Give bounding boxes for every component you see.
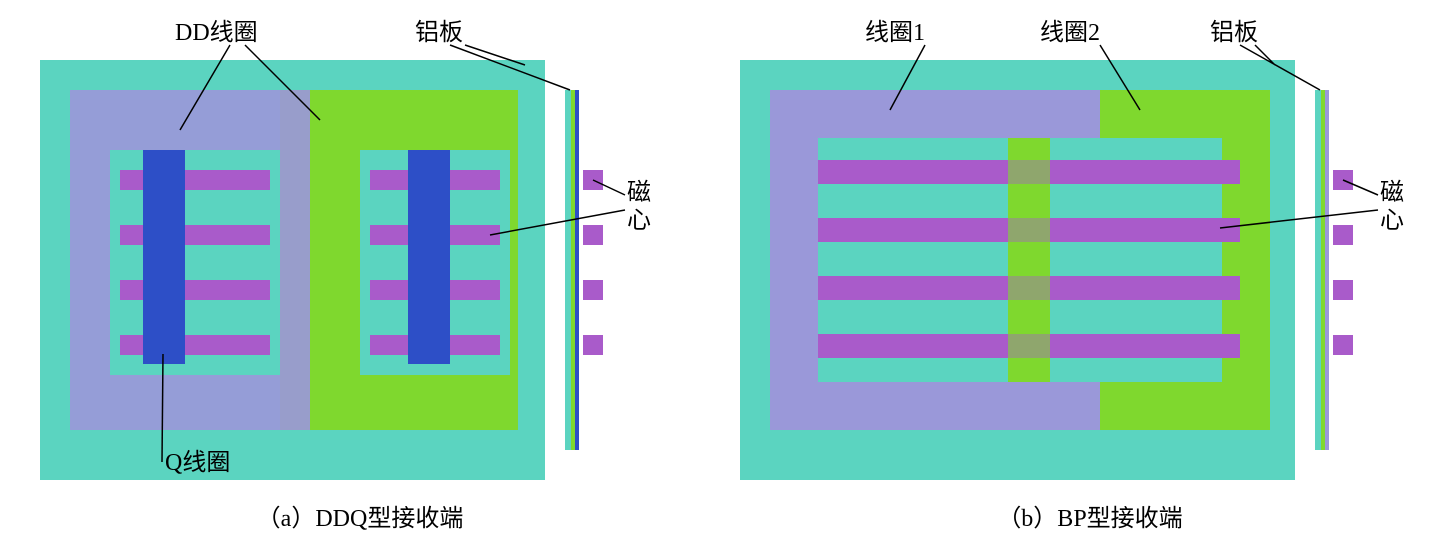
- svg-text:心: 心: [627, 208, 651, 234]
- svg-text:磁: 磁: [627, 179, 651, 206]
- panel-a: DD线圈 铝板磁心 Q线圈 （a）DDQ型接收端: [10, 10, 710, 533]
- svg-text:磁: 磁: [1380, 179, 1404, 206]
- panel-a-svg: DD线圈 铝板磁心 Q线圈: [10, 10, 710, 490]
- svg-text:铝板: 铝板: [1210, 19, 1258, 46]
- svg-text:铝板: 铝板: [415, 19, 463, 46]
- svg-text:DD线圈: DD线圈: [175, 19, 258, 46]
- svg-text:心: 心: [1380, 208, 1404, 234]
- caption-a: （a）DDQ型接收端: [10, 498, 710, 533]
- svg-text:Q线圈: Q线圈: [165, 449, 230, 476]
- svg-text:线圈2: 线圈2: [1040, 19, 1100, 46]
- svg-text:线圈1: 线圈1: [865, 19, 925, 46]
- panel-b-svg: 线圈1 线圈2 铝板磁心: [730, 10, 1434, 490]
- caption-b: （b）BP型接收端: [730, 498, 1434, 533]
- figure-container: DD线圈铝板磁心Q线圈 （a）DDQ型接收端 线圈1线圈2铝板磁心 （b）BP型…: [0, 0, 1434, 543]
- panel-b: 线圈1 线圈2 铝板磁心 （b）BP型接收端: [730, 10, 1434, 533]
